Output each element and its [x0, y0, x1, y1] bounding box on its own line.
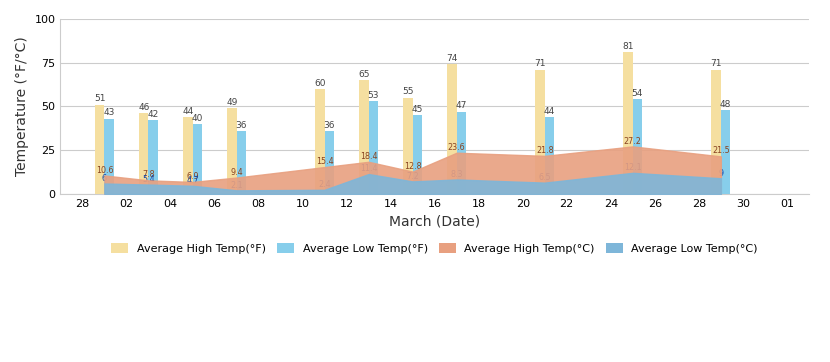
- Bar: [413, 115, 422, 194]
- Text: 47: 47: [456, 101, 467, 110]
- Text: 43: 43: [104, 108, 115, 117]
- Text: 51: 51: [94, 94, 105, 103]
- Text: 11.4: 11.4: [360, 164, 378, 173]
- Bar: [139, 114, 149, 194]
- Text: 12.1: 12.1: [624, 163, 642, 172]
- Text: 7.8: 7.8: [142, 171, 154, 180]
- Text: 23.6: 23.6: [448, 143, 466, 152]
- Bar: [623, 52, 632, 194]
- Bar: [95, 105, 105, 194]
- Text: 2.1: 2.1: [230, 181, 243, 190]
- Bar: [447, 64, 456, 194]
- Text: 27.2: 27.2: [624, 136, 642, 146]
- Text: 4.7: 4.7: [186, 176, 199, 185]
- Text: 15.4: 15.4: [315, 157, 334, 166]
- Text: 6.9: 6.9: [186, 172, 199, 181]
- Text: 9: 9: [718, 169, 724, 177]
- Bar: [193, 124, 202, 194]
- Bar: [369, 101, 378, 194]
- Legend: Average High Temp(°F), Average Low Temp(°F), Average High Temp(°C), Average Low : Average High Temp(°F), Average Low Temp(…: [107, 239, 763, 258]
- Text: 44: 44: [183, 106, 193, 115]
- Bar: [403, 98, 413, 194]
- Text: 18.4: 18.4: [360, 152, 378, 161]
- Text: 12.8: 12.8: [404, 162, 422, 171]
- Bar: [183, 117, 193, 194]
- Text: 71: 71: [710, 59, 722, 68]
- Bar: [544, 117, 554, 194]
- Text: 42: 42: [148, 110, 159, 119]
- Text: 54: 54: [632, 89, 643, 98]
- Text: 55: 55: [403, 87, 413, 96]
- Bar: [457, 112, 466, 194]
- Bar: [315, 89, 325, 194]
- Text: 7.2: 7.2: [406, 172, 419, 181]
- Text: 21.5: 21.5: [712, 147, 730, 156]
- Bar: [632, 100, 642, 194]
- Text: 44: 44: [544, 106, 555, 115]
- Text: 65: 65: [359, 70, 369, 79]
- Text: 53: 53: [368, 91, 379, 100]
- Text: 6: 6: [102, 174, 107, 183]
- Bar: [720, 110, 730, 194]
- Bar: [359, 80, 369, 194]
- Text: 6.5: 6.5: [539, 173, 551, 182]
- Text: 2.4: 2.4: [318, 180, 331, 189]
- Bar: [711, 70, 720, 194]
- Text: 5.4: 5.4: [142, 175, 154, 184]
- Text: 40: 40: [192, 114, 203, 123]
- Text: 36: 36: [324, 121, 335, 130]
- Text: 8.3: 8.3: [451, 170, 463, 179]
- Bar: [227, 108, 237, 194]
- Text: 81: 81: [622, 42, 634, 51]
- Bar: [105, 119, 114, 194]
- Text: 48: 48: [720, 100, 731, 109]
- Text: 71: 71: [535, 59, 546, 68]
- Y-axis label: Temperature (°F/°C): Temperature (°F/°C): [15, 37, 29, 176]
- Bar: [237, 131, 246, 194]
- Text: 10.6: 10.6: [95, 165, 113, 174]
- Text: 36: 36: [236, 121, 247, 130]
- Bar: [535, 70, 544, 194]
- Text: 9.4: 9.4: [230, 168, 243, 177]
- Text: 21.8: 21.8: [536, 146, 554, 155]
- Bar: [325, 131, 334, 194]
- Text: 60: 60: [315, 79, 325, 88]
- Text: 49: 49: [226, 98, 237, 107]
- X-axis label: March (Date): March (Date): [389, 214, 481, 228]
- Text: 74: 74: [447, 54, 457, 63]
- Text: 46: 46: [138, 103, 149, 112]
- Bar: [149, 121, 158, 194]
- Text: 45: 45: [412, 105, 423, 114]
